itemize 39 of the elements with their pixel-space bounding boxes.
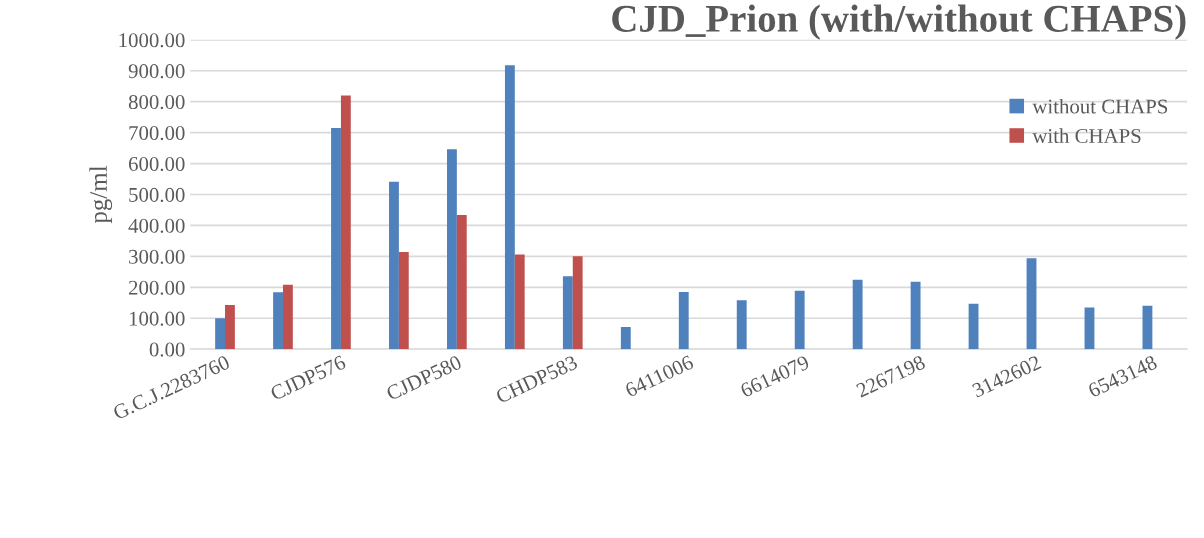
bar — [910, 281, 921, 350]
bar — [331, 127, 341, 350]
y-tick-label: 700.00 — [129, 125, 185, 141]
bar — [678, 291, 689, 350]
y-tick-label: 1000.00 — [119, 33, 185, 48]
bar — [340, 95, 351, 350]
bar — [273, 292, 283, 350]
bar — [1026, 258, 1037, 350]
y-tick-label: 900.00 — [128, 64, 185, 79]
y-tick-label: 800.00 — [128, 95, 185, 110]
legend-label: with CHAPS — [1032, 128, 1141, 143]
bar — [504, 65, 515, 350]
bar — [736, 300, 747, 350]
y-tick-label: 100.00 — [129, 311, 185, 326]
y-tick-label: 500.00 — [129, 187, 185, 203]
y-tick-label: 200.00 — [128, 280, 185, 295]
bar — [446, 149, 457, 350]
y-tick-label: 400.00 — [128, 218, 185, 233]
bar — [794, 290, 805, 350]
bar — [1084, 307, 1095, 350]
y-tick-label: 0.00 — [149, 342, 185, 357]
bar — [225, 304, 235, 350]
bar — [514, 254, 525, 350]
y-tick-label: 600.00 — [128, 156, 185, 172]
legend-label: without CHAPS — [1032, 98, 1168, 114]
bar — [398, 252, 409, 350]
bar — [282, 284, 293, 350]
bar — [1142, 305, 1153, 350]
bar — [620, 326, 631, 350]
bar — [572, 256, 583, 350]
bar — [389, 181, 399, 350]
y-tick-label: 300.00 — [129, 249, 185, 264]
bar — [215, 318, 226, 350]
bar — [852, 279, 863, 350]
chart-title: CJD_Prion (with/without CHAPS) — [612, 4, 1186, 40]
bar — [456, 214, 467, 350]
bar — [562, 276, 573, 350]
y-axis-title: pg/ml — [89, 165, 113, 224]
bar — [968, 303, 979, 350]
